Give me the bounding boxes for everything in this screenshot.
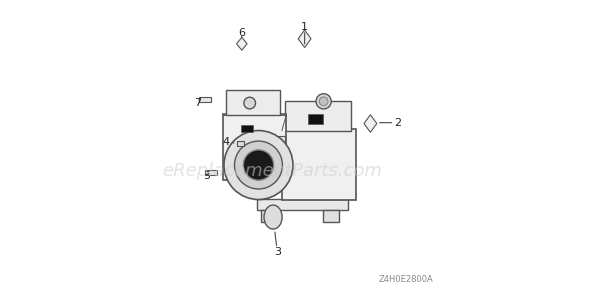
Text: Z4H0E2800A: Z4H0E2800A — [379, 275, 434, 283]
FancyBboxPatch shape — [285, 101, 350, 132]
Circle shape — [224, 131, 293, 199]
FancyBboxPatch shape — [257, 199, 348, 210]
Text: 1: 1 — [301, 22, 308, 32]
FancyBboxPatch shape — [224, 114, 286, 180]
Polygon shape — [298, 30, 311, 47]
FancyBboxPatch shape — [261, 210, 277, 222]
Circle shape — [316, 94, 331, 109]
Ellipse shape — [264, 205, 282, 229]
FancyBboxPatch shape — [308, 114, 323, 124]
Text: 7: 7 — [195, 98, 202, 108]
FancyBboxPatch shape — [282, 129, 356, 200]
FancyBboxPatch shape — [253, 136, 285, 169]
Circle shape — [319, 97, 328, 106]
Polygon shape — [205, 171, 217, 176]
FancyBboxPatch shape — [241, 125, 253, 132]
FancyBboxPatch shape — [323, 210, 339, 222]
Text: 3: 3 — [274, 247, 281, 257]
Text: 6: 6 — [238, 28, 245, 38]
Circle shape — [243, 150, 274, 180]
Polygon shape — [364, 115, 377, 132]
FancyBboxPatch shape — [237, 141, 244, 146]
Polygon shape — [237, 37, 247, 50]
Text: 2: 2 — [394, 118, 401, 128]
Circle shape — [244, 97, 255, 109]
FancyBboxPatch shape — [227, 90, 280, 115]
Circle shape — [234, 141, 283, 189]
Polygon shape — [199, 97, 211, 102]
Text: eReplacementParts.com: eReplacementParts.com — [162, 162, 382, 180]
Text: 5: 5 — [203, 171, 210, 181]
Text: 4: 4 — [223, 137, 230, 147]
